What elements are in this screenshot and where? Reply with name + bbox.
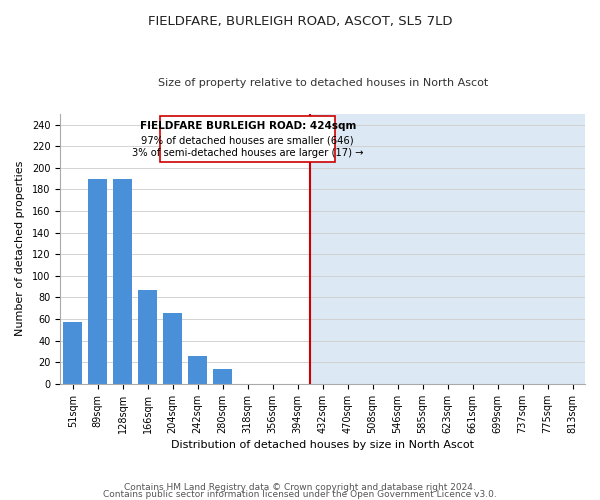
Bar: [64, 322, 82, 384]
Text: FIELDFARE, BURLEIGH ROAD, ASCOT, SL5 7LD: FIELDFARE, BURLEIGH ROAD, ASCOT, SL5 7LD: [148, 15, 452, 28]
Text: 97% of detached houses are smaller (646): 97% of detached houses are smaller (646): [142, 136, 354, 145]
Text: 3% of semi-detached houses are larger (17) →: 3% of semi-detached houses are larger (1…: [132, 148, 364, 158]
Text: Contains HM Land Registry data © Crown copyright and database right 2024.: Contains HM Land Registry data © Crown c…: [124, 484, 476, 492]
Text: FIELDFARE BURLEIGH ROAD: 424sqm: FIELDFARE BURLEIGH ROAD: 424sqm: [139, 122, 356, 132]
Bar: [139, 290, 157, 384]
Bar: [188, 356, 207, 384]
X-axis label: Distribution of detached houses by size in North Ascot: Distribution of detached houses by size …: [171, 440, 474, 450]
Bar: [60, 114, 310, 384]
Bar: [163, 312, 182, 384]
Bar: [214, 368, 232, 384]
Bar: [113, 178, 132, 384]
Bar: [310, 114, 598, 384]
Bar: [160, 116, 335, 162]
Title: Size of property relative to detached houses in North Ascot: Size of property relative to detached ho…: [158, 78, 488, 88]
Bar: [88, 178, 107, 384]
Y-axis label: Number of detached properties: Number of detached properties: [15, 161, 25, 336]
Text: Contains public sector information licensed under the Open Government Licence v3: Contains public sector information licen…: [103, 490, 497, 499]
